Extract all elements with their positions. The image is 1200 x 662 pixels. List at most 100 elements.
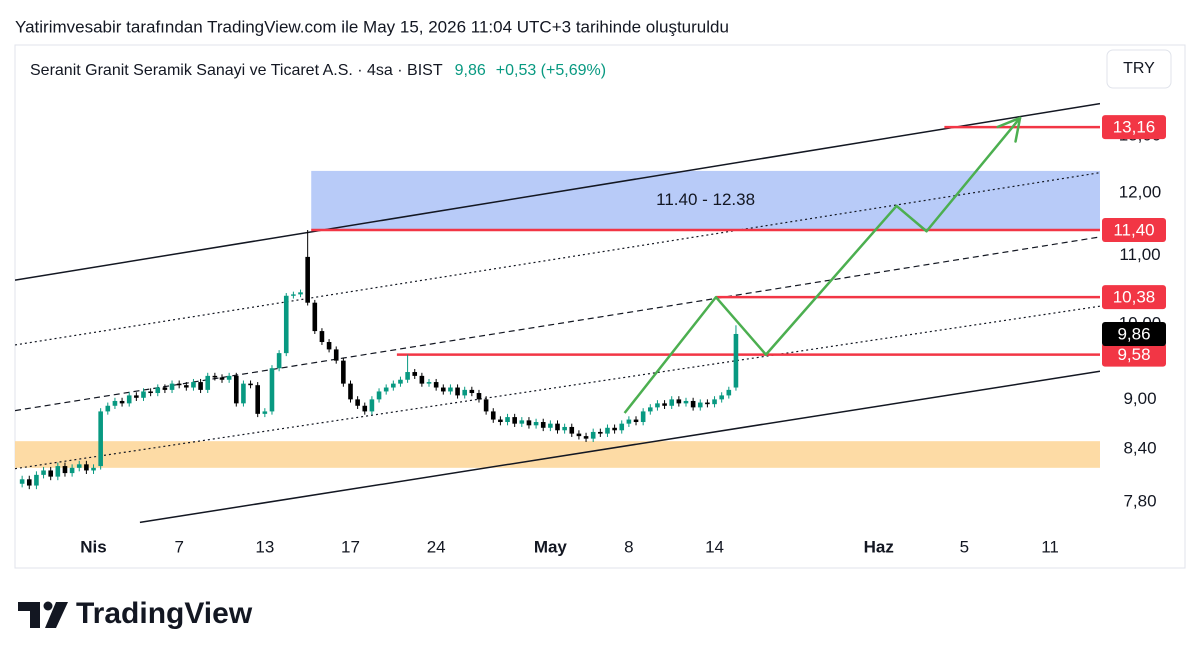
price-badge-label: 9,58 (1117, 345, 1150, 364)
logo-icon (18, 601, 68, 628)
candle-body (548, 423, 553, 428)
candle-body (462, 389, 468, 396)
channel-line (15, 236, 1100, 412)
candle-body (619, 423, 625, 431)
candle-body (362, 405, 368, 412)
symbol-title: Seranit Granit Seramik Sanayi ve Ticaret… (30, 62, 443, 79)
candle-body (162, 387, 168, 390)
candle-body (141, 391, 146, 398)
price-badge (1102, 321, 1166, 346)
candle-body (448, 387, 453, 392)
candle-body (405, 372, 410, 380)
candle-body (419, 375, 425, 384)
projection-path (623, 117, 1022, 414)
candle-body (640, 411, 646, 423)
y-tick-label: 8,40 (1123, 438, 1156, 457)
candle-body (355, 399, 360, 406)
x-tick-label: Haz (864, 537, 894, 556)
candle-body (662, 403, 667, 406)
price-badge (1102, 285, 1166, 310)
candle-body (205, 375, 211, 390)
candle-body (219, 377, 225, 380)
logo-shape (18, 602, 40, 628)
candle-body (198, 382, 203, 390)
candle-body (326, 342, 332, 350)
candle-body (283, 295, 289, 354)
candle-body (647, 407, 653, 412)
candle-body (291, 294, 296, 296)
candle-body (134, 395, 139, 398)
candle-body (562, 426, 567, 431)
symbol-info: Seranit Granit Seramik Sanayi ve Ticaret… (30, 62, 606, 79)
candle-body (319, 331, 325, 343)
candle-body (590, 431, 596, 439)
price-badge-label: 10,38 (1113, 288, 1156, 307)
candle-body (26, 479, 32, 486)
candle-body (583, 436, 589, 439)
candle-body (733, 333, 739, 388)
x-tick-label: 5 (960, 537, 969, 556)
candle-body (212, 375, 218, 378)
x-tick-label: 17 (341, 537, 360, 556)
candle-body (612, 427, 617, 431)
candle-body (469, 389, 475, 394)
candle-body (505, 417, 510, 423)
candle-body (341, 360, 346, 384)
candle-body (498, 419, 503, 423)
channel-line (15, 172, 1100, 346)
candle-body (391, 383, 396, 388)
candle-body (126, 395, 132, 404)
candle-body (191, 382, 196, 388)
candle-body (433, 382, 439, 388)
candle-body (76, 464, 82, 468)
currency-button[interactable] (1106, 49, 1172, 89)
candle-body (62, 466, 68, 474)
candle-body (298, 292, 303, 295)
candle-body (726, 389, 732, 396)
candle-body (383, 387, 389, 392)
channel-line (15, 102, 1100, 281)
candle-body (676, 399, 682, 404)
currency-label[interactable]: TRY (1123, 60, 1155, 77)
candle-body (19, 479, 25, 484)
price-badge-label: 9,86 (1117, 324, 1150, 343)
x-tick-label: Nis (80, 537, 106, 556)
header-price: 9,86 (455, 62, 486, 79)
price-badge-label: 11,40 (1113, 220, 1154, 239)
candle-body (655, 403, 660, 408)
candle-body (626, 419, 632, 424)
price-badge-label: 13,16 (1113, 118, 1156, 137)
x-tick-label: 14 (705, 537, 724, 556)
header-change: +0,53 (+5,69%) (496, 62, 606, 79)
candle-body (369, 399, 375, 412)
candle-body (112, 400, 118, 406)
header-caption: Yatirimvesabir tarafından TradingView.co… (15, 17, 729, 36)
y-tick-label: 7,80 (1123, 491, 1156, 510)
candle-body (576, 433, 582, 437)
candle-body (348, 383, 353, 400)
candle-body (48, 470, 53, 477)
candle-body (269, 368, 275, 412)
y-tick-label: 9,00 (1123, 389, 1156, 408)
candle-body (233, 375, 239, 404)
candle-body (598, 431, 603, 434)
candle-body (69, 467, 75, 474)
y-tick-label: 12,00 (1119, 183, 1162, 202)
candle-body (412, 372, 418, 376)
candle-body (705, 402, 710, 405)
axes: 7,808,409,0010,0011,0012,0013,00Nis71317… (80, 115, 1166, 556)
price-badge (1102, 115, 1166, 140)
x-tick-label: 24 (427, 537, 446, 556)
candle-body (155, 387, 161, 394)
candle-body (455, 387, 460, 396)
zone-label: 11.40 - 12.38 (656, 190, 755, 209)
x-tick-label: 11 (1041, 537, 1059, 556)
candle-body (105, 405, 111, 412)
candle-body (176, 383, 182, 386)
candle-body (540, 422, 546, 428)
candle-body (526, 420, 532, 426)
candle-body (91, 467, 96, 471)
candle-body (569, 426, 575, 434)
